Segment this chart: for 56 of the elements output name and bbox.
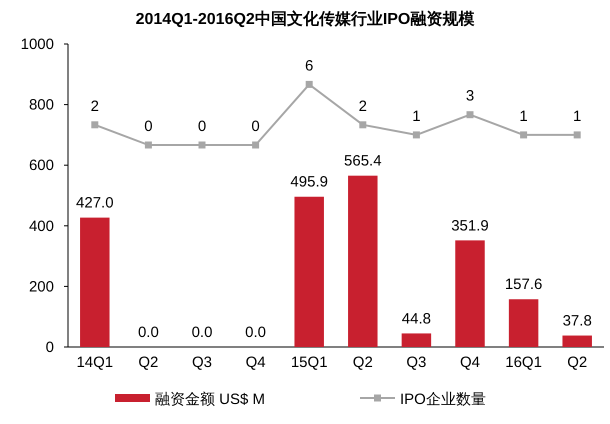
legend-label: 融资金额 US$ M — [155, 391, 266, 408]
data-label: 0 — [198, 118, 206, 135]
point — [252, 142, 260, 148]
data-label: 1 — [519, 108, 528, 125]
data-label: 2 — [90, 98, 99, 115]
data-label: 6 — [305, 57, 314, 74]
y-tick-label: 600 — [28, 157, 54, 174]
data-label: 0 — [251, 118, 260, 135]
point — [412, 131, 420, 138]
data-label: 0.0 — [192, 324, 212, 341]
point — [359, 121, 366, 128]
y-tick-label: 800 — [28, 96, 54, 114]
point — [91, 121, 98, 128]
data-label: 0.0 — [245, 324, 266, 341]
point — [574, 131, 581, 138]
data-label: 1 — [573, 108, 582, 125]
point — [466, 111, 474, 118]
x-tick-label: Q4 — [246, 354, 266, 371]
bar — [348, 176, 378, 347]
bar — [562, 336, 592, 347]
y-tick-label: 400 — [28, 218, 54, 235]
data-label: 565.4 — [344, 152, 382, 170]
bar — [508, 299, 538, 347]
point — [144, 142, 152, 148]
x-tick-label: Q2 — [567, 354, 588, 371]
point — [198, 142, 206, 148]
legend-label: IPO企业数量 — [400, 391, 486, 408]
x-tick-label: 15Q1 — [290, 354, 328, 371]
x-tick-label: Q3 — [192, 354, 212, 371]
point — [306, 80, 313, 88]
chart-title: 2014Q1-2016Q2中国文化传媒行业IPO融资规模 — [136, 10, 474, 28]
x-tick-label: Q2 — [352, 354, 373, 371]
data-label: 2 — [358, 98, 367, 115]
x-tick-label: 14Q1 — [76, 354, 114, 371]
data-label: 3 — [466, 88, 474, 105]
data-label: 0 — [144, 118, 153, 135]
bar — [80, 218, 110, 347]
bar — [294, 196, 324, 347]
data-label: 44.8 — [402, 310, 431, 328]
data-label: 1 — [412, 108, 421, 125]
data-label: 351.9 — [451, 217, 489, 234]
data-label: 157.6 — [504, 276, 542, 294]
x-tick-label: Q3 — [406, 354, 426, 371]
y-tick-label: 0 — [46, 339, 54, 356]
x-tick-label: Q4 — [460, 354, 480, 371]
data-label: 427.0 — [76, 194, 114, 212]
x-tick-label: Q2 — [138, 354, 158, 371]
bar — [455, 240, 485, 347]
y-tick-label: 200 — [28, 278, 54, 296]
x-tick-label: 16Q1 — [505, 354, 542, 371]
y-tick-label: 1000 — [20, 36, 54, 53]
data-label: 37.8 — [562, 312, 592, 330]
data-label: 495.9 — [290, 174, 328, 191]
point — [520, 131, 528, 138]
bar — [402, 333, 432, 347]
data-label: 0.0 — [138, 324, 159, 341]
